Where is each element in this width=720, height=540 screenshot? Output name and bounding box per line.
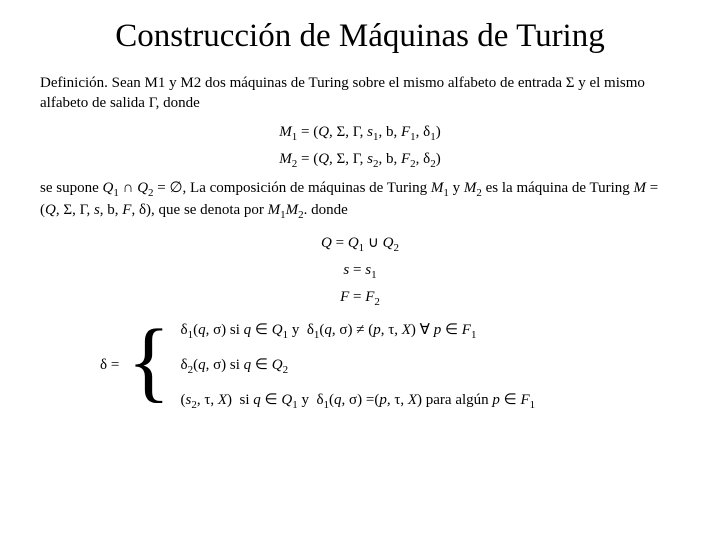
f-equation: F = F2	[40, 289, 680, 308]
composition-paragraph: se supone Q1 ∩ Q2 = ∅, La composición de…	[40, 178, 680, 224]
definition-paragraph: Definición. Sean M1 y M2 dos máquinas de…	[40, 73, 680, 114]
m2-definition: M2 = (Q, Σ, Γ, s2, b, F2, δ2)	[40, 151, 680, 170]
case-2: δ2(q, σ) si q ∈ Q2	[180, 355, 535, 376]
slide-title: Construcción de Máquinas de Turing	[40, 18, 680, 55]
delta-cases: δ = { δ1(q, σ) si q ∈ Q1 y δ1(q, σ) ≠ (p…	[100, 320, 680, 411]
s-equation: s = s1	[40, 262, 680, 281]
q-equation: Q = Q1 ∪ Q2	[40, 233, 680, 254]
cases-list: δ1(q, σ) si q ∈ Q1 y δ1(q, σ) ≠ (p, τ, X…	[180, 320, 535, 411]
case-1: δ1(q, σ) si q ∈ Q1 y δ1(q, σ) ≠ (p, τ, X…	[180, 320, 535, 341]
case-3: (s2, τ, X) si q ∈ Q1 y δ1(q, σ) =(p, τ, …	[180, 390, 535, 411]
slide-content: Construcción de Máquinas de Turing Defin…	[0, 0, 720, 431]
delta-label: δ =	[100, 357, 119, 374]
m1-definition: M1 = (Q, Σ, Γ, s1, b, F1, δ1)	[40, 124, 680, 143]
left-brace-icon: {	[127, 322, 170, 402]
